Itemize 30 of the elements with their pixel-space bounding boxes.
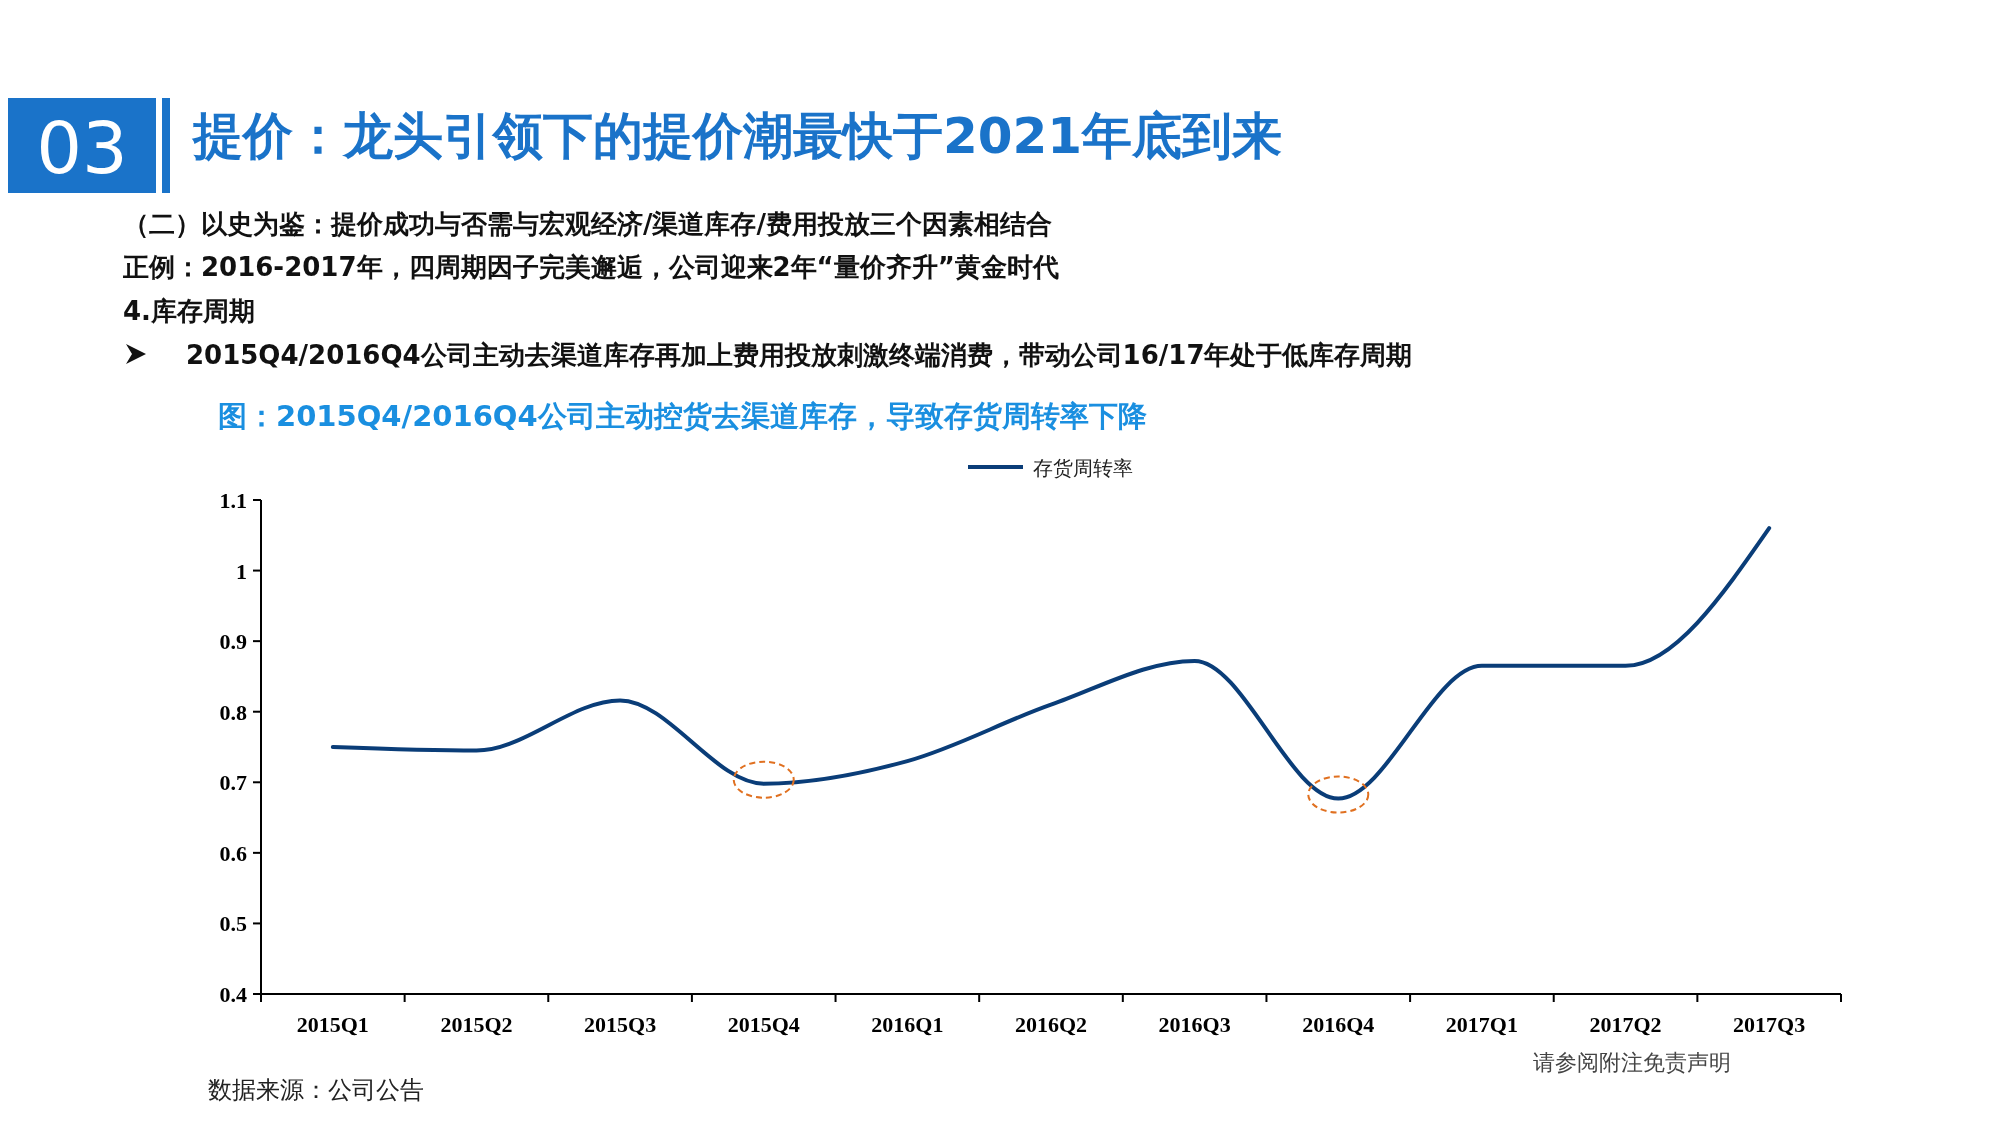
y-tick-label: 0.9 [219,629,247,655]
line-series [330,526,1772,801]
chart-title: 提价：龙头引领下的提价潮最快于2021年底到来 [191,107,1283,165]
text: 正例：2016-2017年，四周期因子完美邂逅，公司迎来2年“量价齐升”黄金时代 [122,252,1059,282]
x-tick-label: 2016Q4 [1302,1012,1375,1037]
y-tick-label: 0.6 [219,840,247,866]
text: 2015Q4/2016Q4公司主动去渠道库存再加上费用投放刺激终端消费，带动公司16/17年处于低库存周期 [186,340,1413,370]
y-tick-label: 0.5 [219,911,247,937]
text: 03 [36,106,128,190]
text: 4.库存周期 [123,296,255,326]
x-tick-label: 2017Q1 [1445,1012,1518,1037]
y-tick-label: 1 [236,558,247,584]
x-tick-label: 2015Q3 [584,1012,657,1037]
text: （二）以史为鉴：提价成功与否需与宏观经济/渠道库存/费用投放三个因素相结合 [123,209,1052,239]
x-tick-label: 2017Q3 [1733,1012,1806,1037]
x-tick-label: 2016Q3 [1158,1012,1231,1037]
y-tick-label: 1.1 [219,488,247,513]
chart-subtitle: 图：2015Q4/2016Q4公司主动控货去渠道库存，导致存货周转率下降 [218,399,1147,433]
x-tick-label: 2016Q1 [871,1012,944,1037]
text: 请参阅附注免责声明 [1533,1050,1731,1075]
x-tick-label: 2017Q2 [1589,1012,1662,1037]
y-tick-label: 0.8 [219,699,247,725]
y-tick-label: 0.4 [219,982,247,1007]
x-tick-label: 2015Q2 [440,1012,513,1037]
y-tick-label: 0.7 [219,770,247,796]
x-tick-label: 2015Q1 [296,1012,369,1037]
legend-label: 存货周转率 [1033,457,1133,479]
x-tick-label: 2016Q2 [1014,1012,1088,1037]
source-note: 数据来源：公司公告 [208,1076,424,1104]
x-tick-label: 2015Q4 [727,1012,800,1037]
